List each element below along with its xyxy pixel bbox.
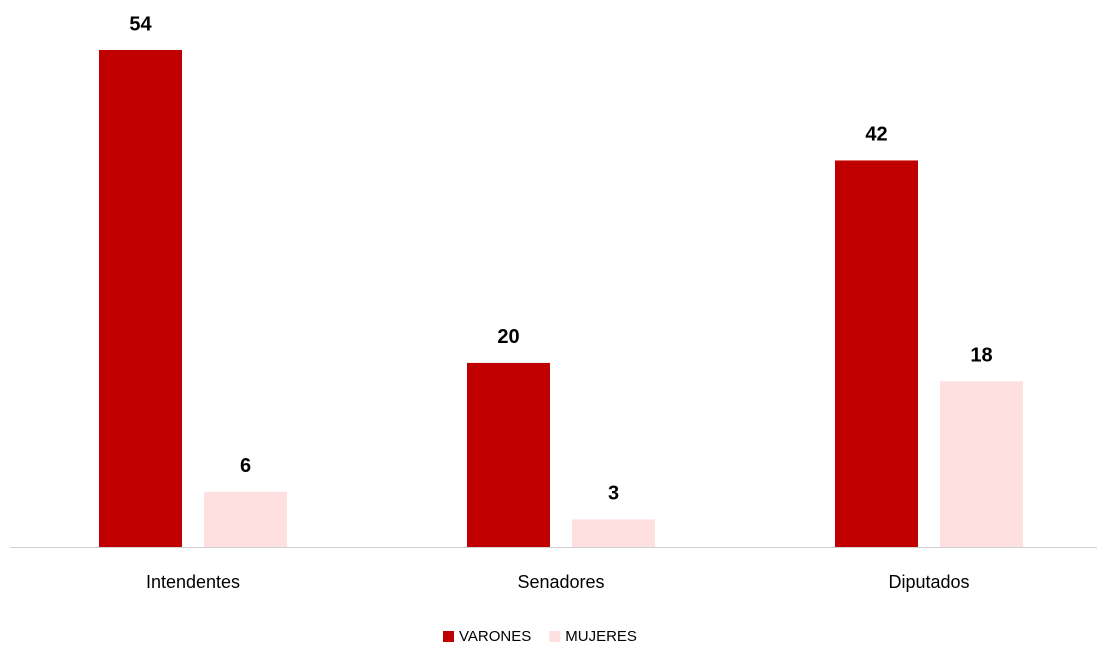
data-label: 42: [865, 124, 887, 146]
x-tick-label: Diputados: [888, 572, 969, 592]
data-label: 6: [240, 455, 251, 477]
bar: [940, 381, 1023, 547]
legend-swatch: [443, 631, 454, 642]
data-label: 54: [129, 13, 152, 35]
bar: [467, 362, 550, 547]
bar: [835, 160, 918, 547]
bar: [204, 491, 287, 547]
x-tick-label: Senadores: [517, 572, 604, 592]
legend-swatch: [549, 631, 561, 642]
x-tick-label: Intendentes: [146, 572, 240, 592]
data-label: 20: [497, 326, 519, 348]
legend-label: VARONES: [459, 628, 531, 645]
data-label: 18: [970, 345, 992, 367]
legend-label: MUJERES: [565, 628, 637, 645]
bar: [572, 519, 655, 547]
bar: [99, 50, 182, 547]
data-label: 3: [608, 483, 619, 505]
